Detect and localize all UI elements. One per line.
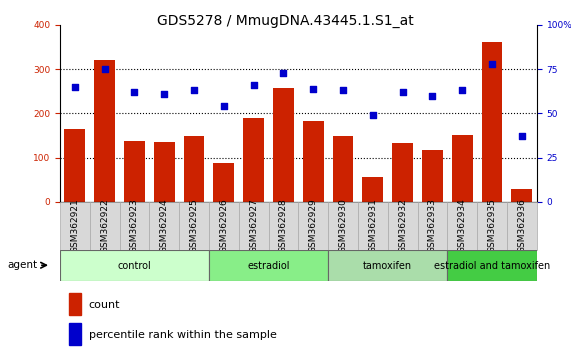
Bar: [299, 202, 328, 250]
Point: [398, 89, 407, 95]
Text: control: control: [118, 261, 151, 271]
Bar: [94, 60, 115, 202]
Text: GSM362935: GSM362935: [488, 198, 497, 253]
Point: [458, 87, 467, 93]
Text: GSM362936: GSM362936: [517, 198, 526, 253]
Text: tamoxifen: tamoxifen: [363, 261, 412, 271]
Bar: [447, 250, 537, 281]
Point: [517, 133, 526, 139]
Bar: [119, 202, 150, 250]
Text: GSM362932: GSM362932: [398, 198, 407, 253]
Text: GSM362931: GSM362931: [368, 198, 377, 253]
Bar: [150, 202, 179, 250]
Bar: [477, 202, 507, 250]
Bar: [363, 177, 383, 202]
Text: GSM362925: GSM362925: [190, 198, 199, 253]
Bar: [124, 141, 145, 202]
Bar: [512, 189, 532, 202]
Bar: [328, 250, 447, 281]
Text: agent: agent: [7, 260, 37, 270]
Point: [279, 70, 288, 75]
Text: estradiol and tamoxifen: estradiol and tamoxifen: [434, 261, 550, 271]
Bar: [268, 202, 298, 250]
Bar: [481, 42, 502, 202]
Point: [190, 87, 199, 93]
Text: GSM362929: GSM362929: [309, 198, 317, 253]
Text: GSM362928: GSM362928: [279, 198, 288, 253]
Text: count: count: [89, 299, 120, 310]
Bar: [392, 143, 413, 202]
Bar: [60, 202, 90, 250]
Point: [100, 66, 109, 72]
Bar: [70, 293, 82, 315]
Point: [160, 91, 169, 97]
Text: GSM362927: GSM362927: [249, 198, 258, 253]
Point: [339, 87, 348, 93]
Bar: [209, 250, 328, 281]
Bar: [358, 202, 388, 250]
Point: [219, 103, 228, 109]
Bar: [333, 136, 353, 202]
Bar: [243, 118, 264, 202]
Bar: [239, 202, 268, 250]
Text: GSM362921: GSM362921: [70, 198, 79, 253]
Bar: [184, 136, 204, 202]
Bar: [65, 129, 85, 202]
Point: [309, 86, 318, 91]
Text: percentile rank within the sample: percentile rank within the sample: [89, 330, 276, 339]
Bar: [507, 202, 537, 250]
Bar: [90, 202, 119, 250]
Bar: [417, 202, 447, 250]
Bar: [328, 202, 358, 250]
Bar: [422, 149, 443, 202]
Bar: [154, 142, 175, 202]
Bar: [179, 202, 209, 250]
Text: GDS5278 / MmugDNA.43445.1.S1_at: GDS5278 / MmugDNA.43445.1.S1_at: [157, 14, 414, 28]
Bar: [452, 136, 473, 202]
Text: GSM362934: GSM362934: [458, 198, 467, 253]
Text: GSM362926: GSM362926: [219, 198, 228, 253]
Text: GSM362924: GSM362924: [160, 198, 169, 253]
Point: [428, 93, 437, 98]
Bar: [214, 163, 234, 202]
Bar: [447, 202, 477, 250]
Point: [70, 84, 79, 90]
Text: GSM362930: GSM362930: [339, 198, 348, 253]
Bar: [209, 202, 239, 250]
Bar: [70, 323, 82, 346]
Bar: [388, 202, 417, 250]
Bar: [273, 88, 294, 202]
Point: [368, 112, 377, 118]
Text: GSM362923: GSM362923: [130, 198, 139, 253]
Point: [488, 61, 497, 67]
Text: estradiol: estradiol: [247, 261, 290, 271]
Bar: [60, 250, 209, 281]
Text: GSM362933: GSM362933: [428, 198, 437, 253]
Bar: [303, 121, 324, 202]
Point: [249, 82, 258, 88]
Point: [130, 89, 139, 95]
Text: GSM362922: GSM362922: [100, 198, 109, 253]
